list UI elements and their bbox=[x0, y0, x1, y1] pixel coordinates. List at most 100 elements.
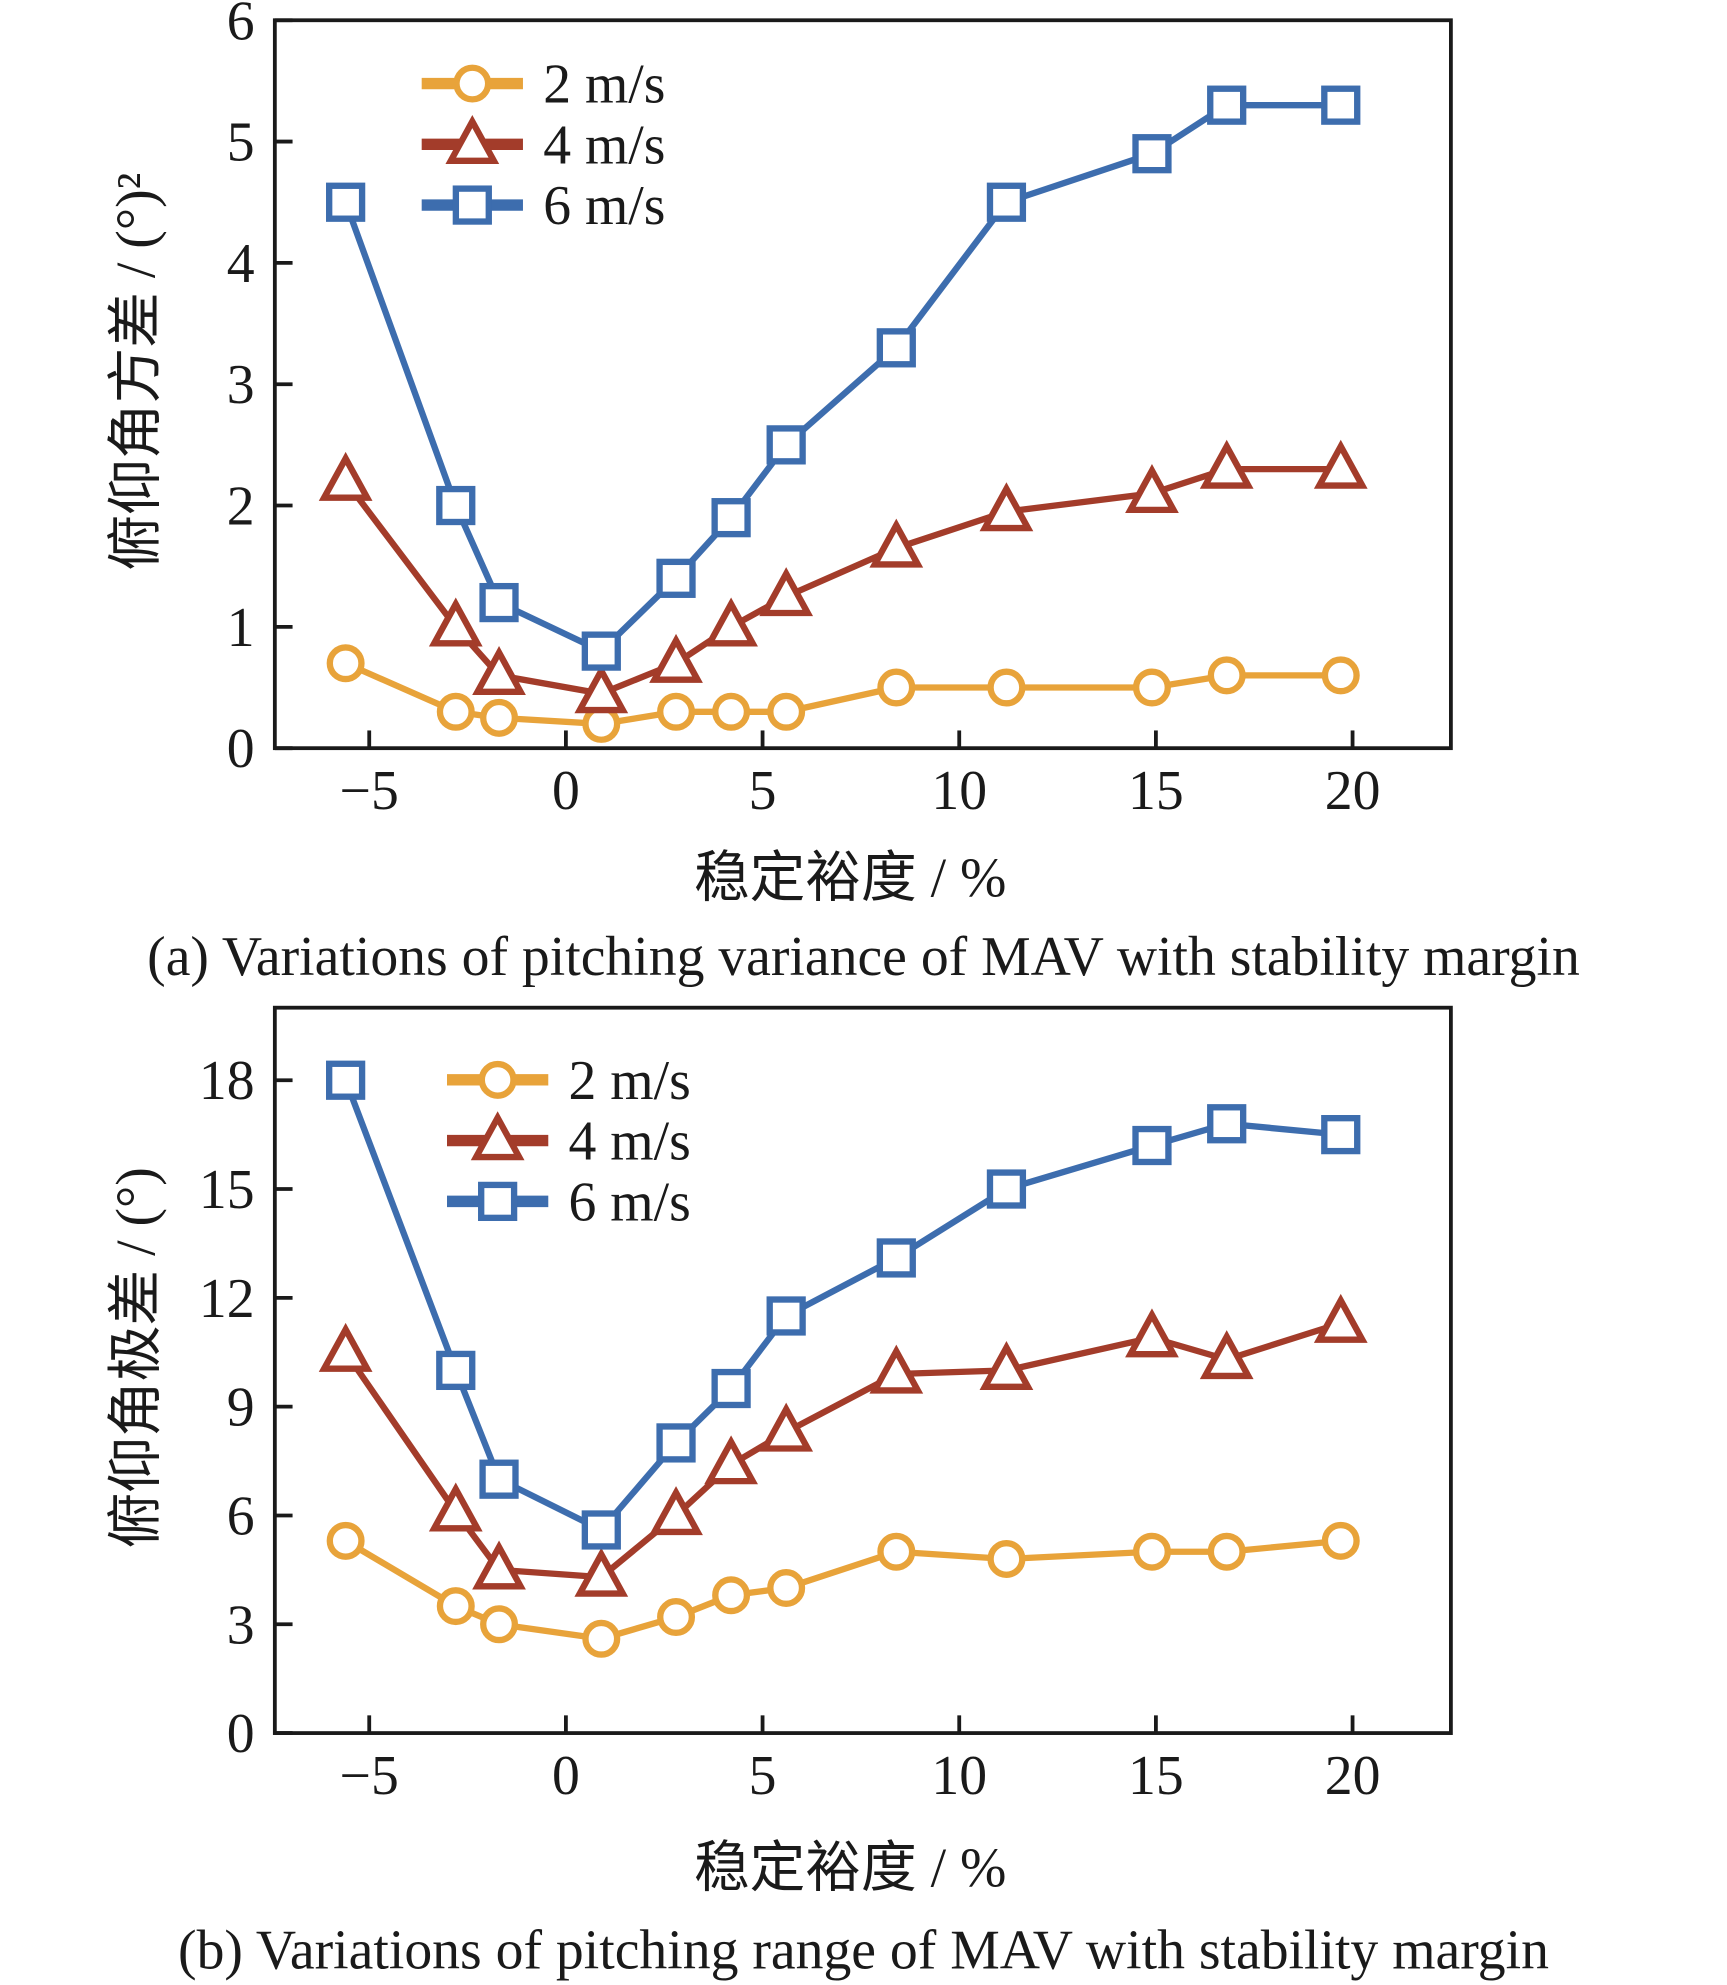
data-point bbox=[657, 1598, 696, 1637]
data-point bbox=[987, 1539, 1026, 1578]
series-4ms bbox=[318, 439, 1368, 714]
legend-marker bbox=[470, 1111, 525, 1161]
x-tick-label: −5 bbox=[340, 760, 399, 822]
panel-b: −5 0 5 10 15 20 0 3 6 9 12 15 18 稳定裕度 / % 俯仰角极差 / (°) (… bbox=[106, 1005, 1549, 1982]
legend-entry: 4 m/s bbox=[447, 1111, 691, 1173]
legend-marker bbox=[478, 1181, 518, 1222]
data-point bbox=[428, 597, 483, 647]
data-point bbox=[318, 451, 373, 501]
data-point bbox=[1199, 1330, 1254, 1380]
data-point bbox=[1132, 1125, 1172, 1166]
data-point bbox=[877, 668, 916, 707]
x-tick-label: 10 bbox=[931, 1745, 987, 1807]
x-tick-label: 0 bbox=[552, 1745, 580, 1807]
x-tick-label: 0 bbox=[552, 760, 580, 822]
data-point bbox=[1132, 134, 1172, 174]
legend-entry: 2 m/s bbox=[421, 54, 665, 116]
legend-label: 2 m/s bbox=[569, 1050, 691, 1112]
data-point bbox=[877, 1532, 916, 1571]
data-point bbox=[876, 1238, 916, 1278]
x-axis-title: 稳定裕度 / % bbox=[694, 1837, 1006, 1899]
x-tick-label: −5 bbox=[340, 1745, 399, 1807]
legend-label: 6 m/s bbox=[543, 175, 665, 237]
legend-entry: 6 m/s bbox=[447, 1171, 691, 1233]
data-point bbox=[1125, 1308, 1179, 1358]
y-tick-label: 2 bbox=[227, 476, 255, 538]
legend-marker bbox=[452, 185, 492, 225]
data-point bbox=[581, 631, 621, 671]
data-point bbox=[326, 644, 365, 683]
data-point bbox=[581, 1510, 621, 1550]
data-point bbox=[436, 485, 476, 526]
legend-marker bbox=[453, 64, 492, 103]
data-point bbox=[1125, 464, 1179, 514]
data-point bbox=[759, 567, 814, 617]
figure-caption: (a) Variations of pitching variance of M… bbox=[147, 926, 1580, 988]
data-point bbox=[326, 182, 366, 222]
data-point bbox=[574, 664, 629, 714]
data-point bbox=[428, 1482, 483, 1532]
legend-label: 2 m/s bbox=[543, 54, 665, 116]
y-tick-label: 9 bbox=[227, 1377, 255, 1439]
y-tick-label: 6 bbox=[227, 0, 255, 52]
data-point bbox=[582, 1619, 621, 1658]
legend-label: 4 m/s bbox=[543, 114, 665, 176]
data-point bbox=[326, 1521, 365, 1560]
y-tick-label: 4 bbox=[227, 233, 255, 295]
figure-caption: (b) Variations of pitching range of MAV … bbox=[178, 1920, 1549, 1982]
data-point bbox=[1132, 668, 1171, 707]
data-point bbox=[574, 1547, 629, 1597]
series-4ms bbox=[318, 1293, 1368, 1597]
data-point bbox=[318, 1322, 373, 1372]
legend-entry: 4 m/s bbox=[421, 114, 665, 176]
x-tick-label: 20 bbox=[1325, 1745, 1381, 1807]
data-point bbox=[712, 692, 751, 731]
legend-entry: 2 m/s bbox=[447, 1050, 691, 1112]
data-point bbox=[876, 328, 916, 368]
y-tick-label: 5 bbox=[227, 112, 255, 174]
x-tick-label: 5 bbox=[749, 1745, 777, 1807]
y-tick-label: 6 bbox=[227, 1485, 255, 1547]
y-tick-label: 18 bbox=[199, 1050, 255, 1112]
legend-label: 4 m/s bbox=[569, 1111, 691, 1173]
data-point bbox=[1207, 1104, 1247, 1144]
legend-marker bbox=[478, 1060, 517, 1099]
data-point bbox=[480, 1605, 519, 1644]
x-tick-label: 5 bbox=[749, 760, 777, 822]
y-tick-label: 12 bbox=[199, 1268, 255, 1330]
data-point bbox=[704, 597, 758, 647]
y-tick-label: 0 bbox=[227, 718, 255, 780]
y-tick-label: 0 bbox=[227, 1703, 255, 1765]
x-tick-label: 15 bbox=[1128, 1745, 1184, 1807]
x-tick-label: 20 bbox=[1325, 760, 1381, 822]
data-point bbox=[869, 518, 924, 568]
series-2ms bbox=[326, 1521, 1360, 1658]
data-point bbox=[767, 692, 806, 731]
y-tick-label: 3 bbox=[227, 1594, 255, 1656]
data-point bbox=[1321, 656, 1360, 695]
data-point bbox=[479, 1459, 519, 1499]
plot-frame bbox=[272, 1005, 1453, 1735]
data-point bbox=[656, 558, 696, 598]
y-axis-title: 俯仰角极差 / (°) bbox=[106, 1167, 168, 1548]
y-tick-label: 15 bbox=[199, 1159, 255, 1221]
y-tick-label: 1 bbox=[227, 597, 255, 659]
data-point bbox=[1321, 1521, 1360, 1560]
data-point bbox=[480, 698, 519, 737]
data-point bbox=[712, 1576, 751, 1615]
data-point bbox=[979, 482, 1034, 532]
data-point bbox=[657, 692, 696, 731]
data-point bbox=[1313, 1293, 1368, 1343]
data-point bbox=[472, 1540, 526, 1590]
data-point bbox=[1321, 85, 1361, 125]
data-point bbox=[472, 646, 526, 696]
data-point bbox=[987, 668, 1026, 707]
y-axis-title: 俯仰角方差 / (°)² bbox=[106, 173, 168, 571]
data-point bbox=[1313, 439, 1368, 489]
y-tick-label: 3 bbox=[227, 354, 255, 416]
data-point bbox=[1199, 439, 1254, 489]
series-6ms bbox=[326, 85, 1361, 671]
data-point bbox=[656, 1423, 696, 1463]
data-point bbox=[759, 1402, 814, 1452]
